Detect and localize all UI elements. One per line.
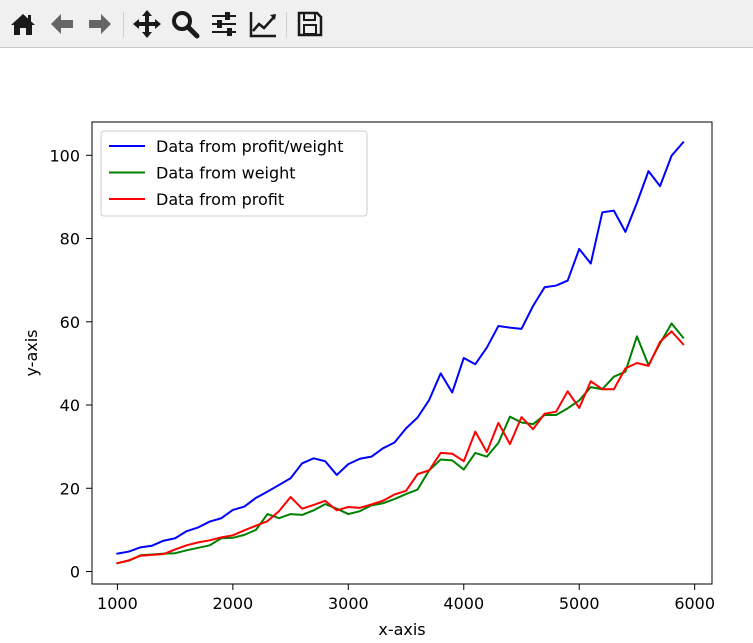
- toolbar-separator: [123, 12, 124, 38]
- sliders-icon: [212, 12, 236, 36]
- y-tick-label: 0: [70, 563, 80, 582]
- y-tick-label: 80: [60, 230, 80, 249]
- y-tick-label: 20: [60, 479, 80, 498]
- home-icon: [11, 14, 35, 35]
- pan-button[interactable]: [132, 9, 162, 39]
- y-tick-label: 40: [60, 396, 80, 415]
- zoom-button[interactable]: [170, 9, 200, 39]
- x-tick-label: 4000: [443, 594, 484, 613]
- legend-entry: Data from weight: [156, 164, 296, 183]
- legend: Data from profit/weight Data from weight D…: [100, 130, 368, 217]
- home-button[interactable]: [8, 9, 38, 39]
- x-tick-label: 6000: [674, 594, 715, 613]
- plot-lines: [116, 140, 685, 565]
- series-line-3: [116, 330, 685, 565]
- axis-ticks: 1000 2000 3000 4000 5000 6000 0 20 40 60 80 100: [49, 146, 715, 613]
- legend-box: [100, 130, 368, 217]
- legend-entry: Data from profit/weight: [156, 137, 343, 156]
- magnifier-icon: [172, 11, 200, 39]
- forward-button[interactable]: [85, 9, 115, 39]
- line-chart-icon: [249, 12, 276, 38]
- toolbar: [0, 0, 753, 48]
- edit-axis-button[interactable]: [248, 9, 278, 39]
- back-button[interactable]: [47, 9, 77, 39]
- configure-subplots-button[interactable]: [209, 9, 239, 39]
- save-button[interactable]: [295, 9, 325, 39]
- series-line-1: [116, 140, 685, 555]
- axes-frame: [91, 121, 713, 585]
- x-tick-label: 3000: [328, 594, 369, 613]
- legend-entry: Data from profit: [156, 190, 284, 209]
- y-tick-label: 100: [49, 146, 80, 165]
- x-tick-label: 2000: [212, 594, 253, 613]
- x-axis-label: x-axis: [378, 620, 425, 639]
- x-tick-label: 5000: [559, 594, 600, 613]
- arrow-right-icon: [89, 14, 111, 34]
- chart-figure: 1000 2000 3000 4000 5000 6000 0 20 40 60 80 100 x-a…: [0, 48, 753, 643]
- arrow-left-icon: [51, 14, 73, 34]
- series-line-2: [116, 322, 685, 565]
- y-tick-label: 60: [60, 313, 80, 332]
- floppy-disk-icon: [297, 11, 323, 37]
- move-icon: [133, 10, 161, 38]
- x-tick-label: 1000: [97, 594, 138, 613]
- y-axis-label: y-axis: [22, 329, 41, 376]
- toolbar-separator: [286, 12, 287, 38]
